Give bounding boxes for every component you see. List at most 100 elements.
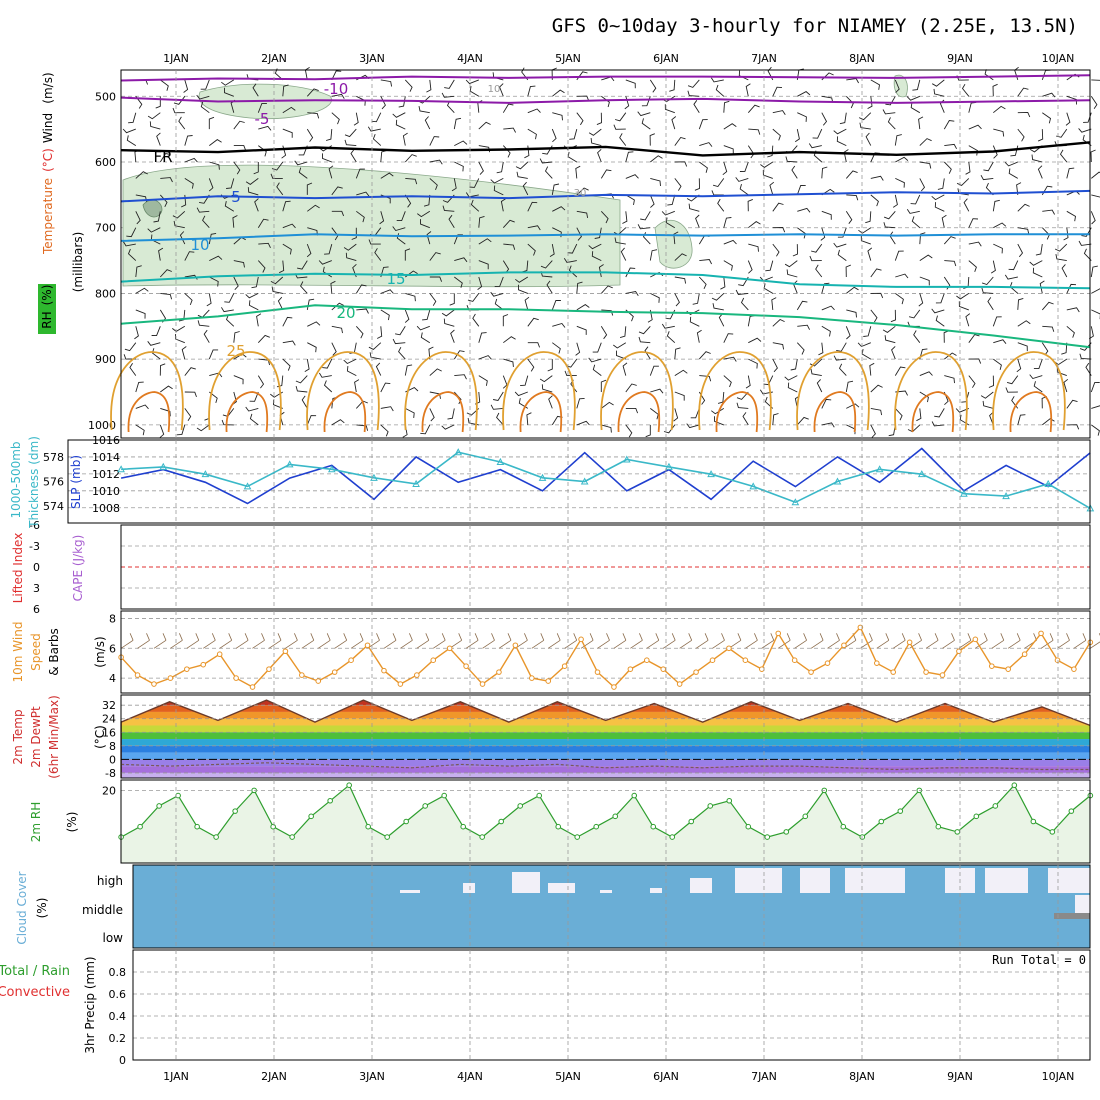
wind-barb <box>159 194 168 207</box>
wind-barb <box>503 358 514 367</box>
wind-barb <box>1078 240 1092 246</box>
thickness-line <box>121 451 1091 510</box>
rh2m-point <box>745 823 752 830</box>
date-label-bottom: 5JAN <box>555 1070 581 1083</box>
wind-barb <box>282 316 293 327</box>
wind-barb <box>1008 260 1019 271</box>
wind-barb <box>551 183 560 195</box>
wind-barb <box>895 273 909 279</box>
wind-barb <box>642 232 651 245</box>
surface-wind-barb <box>679 633 693 649</box>
temp-line <box>120 699 1091 779</box>
wind-barb <box>297 260 308 270</box>
wind-barb <box>674 136 686 146</box>
wind-barb <box>772 318 785 327</box>
wind-barb <box>322 153 332 163</box>
surface-wind-barb <box>203 633 216 649</box>
rh2m-point <box>422 803 428 809</box>
wind-barb <box>919 161 932 169</box>
wind-barb <box>356 191 370 197</box>
wind-barb <box>454 161 464 172</box>
isotherm-30 <box>617 391 661 433</box>
wind-barb <box>891 346 896 360</box>
wind-speed-line <box>120 626 1091 688</box>
wind-barb <box>892 194 898 208</box>
wind-barb <box>916 408 922 422</box>
wind-barb <box>503 127 516 133</box>
rh2m-point <box>156 803 162 809</box>
wind-barb <box>159 424 165 438</box>
wind-barb <box>882 325 896 333</box>
wind-barb <box>404 194 412 208</box>
wind-barb <box>895 177 905 188</box>
wind-barb <box>666 331 676 344</box>
wind-barb <box>968 375 976 388</box>
wind-barb <box>392 338 406 345</box>
wind-barb <box>944 375 955 384</box>
wind-barb <box>796 184 806 196</box>
wind-barb <box>355 284 367 294</box>
wind-barb <box>356 308 369 314</box>
wind-barb <box>983 161 994 172</box>
cloud-gap <box>512 872 540 893</box>
wind-barb <box>147 112 161 120</box>
wind-barb <box>282 128 293 138</box>
ylabel-2m-dewpt: 2m DewPt <box>29 706 43 768</box>
wind-barb <box>233 375 244 385</box>
cloud-gap <box>845 868 905 893</box>
rh-legend-swatch <box>38 284 56 334</box>
wind-barb <box>429 368 442 376</box>
wind-barb <box>209 139 222 146</box>
wind-barb <box>429 159 443 165</box>
wind-barb <box>396 211 406 222</box>
wind-speed-point <box>956 648 962 655</box>
wind-barb <box>821 398 832 409</box>
wind-barb <box>331 70 342 81</box>
wind-barb <box>625 79 636 89</box>
wind-barb <box>592 364 602 376</box>
rh2m-point <box>213 834 219 840</box>
temp-band <box>121 745 1090 753</box>
wind-barb <box>127 248 137 261</box>
wind-barb <box>331 419 345 426</box>
wind-barb <box>279 260 285 274</box>
wind-barb <box>955 407 969 413</box>
wind-barb <box>1042 92 1056 98</box>
wind-barb <box>968 358 982 364</box>
wind-barb <box>649 194 655 208</box>
temp-tick-label: 32 <box>102 699 116 712</box>
isotherm-10 <box>121 233 1091 242</box>
thickness-point <box>875 465 884 473</box>
wind-barb <box>767 145 774 158</box>
wind-barb <box>444 79 455 89</box>
wind-barb <box>282 358 291 371</box>
wind-barb <box>135 171 148 179</box>
wind-barb <box>392 226 406 232</box>
wind-barb <box>369 352 381 360</box>
wind-speed-point <box>299 672 305 678</box>
slp-frame <box>67 439 1091 524</box>
isotherm-25 <box>502 351 576 431</box>
wind-speed-point <box>643 657 650 664</box>
temp-band <box>121 772 1090 778</box>
rh2m-point <box>327 797 333 804</box>
wind-barb <box>569 128 578 140</box>
wind-barb <box>821 282 830 294</box>
contour-label: 20 <box>336 304 355 322</box>
wind-barb <box>221 79 235 86</box>
wind-barb <box>993 105 1006 114</box>
wind-barb <box>124 342 137 352</box>
wind-barb <box>396 233 406 245</box>
wind-barb <box>990 260 996 274</box>
wind-barb <box>494 276 504 287</box>
wind-barb <box>687 90 700 97</box>
wind-barb <box>453 234 463 245</box>
wind-barb <box>693 100 700 113</box>
wind-barb <box>895 293 904 305</box>
thickness-point <box>243 482 252 490</box>
wind-barb <box>441 92 455 98</box>
wind-barb <box>674 369 688 376</box>
wind-barb <box>738 70 749 81</box>
wind-speed-point <box>463 663 469 669</box>
surface-wind-barb <box>186 633 200 649</box>
